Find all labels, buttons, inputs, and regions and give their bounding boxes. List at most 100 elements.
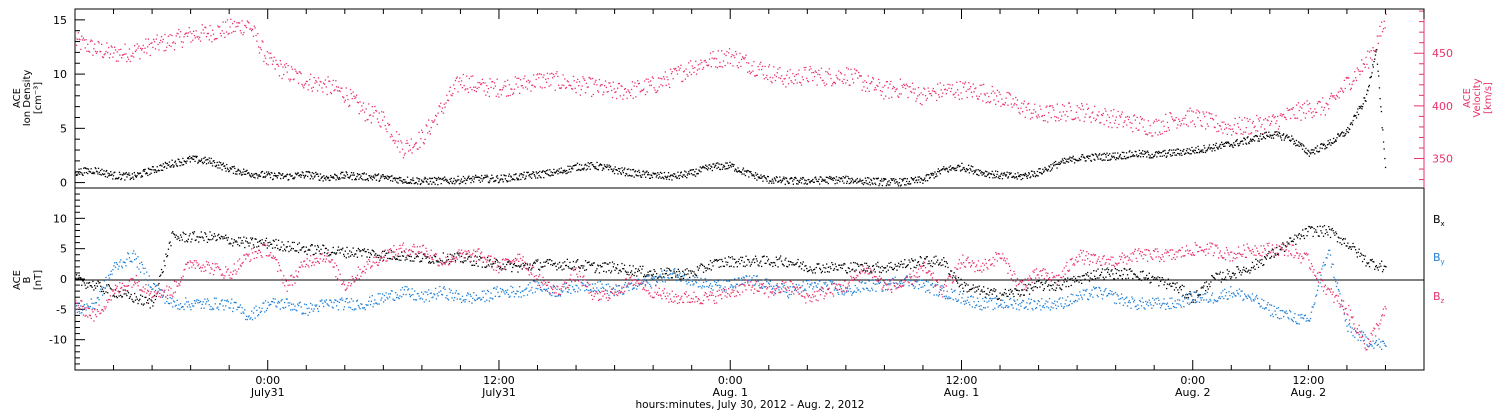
- velocity-point: [462, 73, 464, 76]
- density-point: [476, 176, 478, 178]
- density-point: [1337, 133, 1339, 135]
- velocity-point: [1213, 126, 1215, 128]
- bx-point: [978, 285, 980, 287]
- bx-point: [698, 267, 700, 269]
- bx-point: [574, 268, 576, 271]
- density-point: [381, 176, 383, 178]
- bx-point: [132, 300, 134, 303]
- velocity-point: [746, 62, 748, 64]
- density-point: [813, 181, 815, 183]
- bx-point: [887, 269, 889, 271]
- bx-point: [327, 249, 329, 251]
- bx-point: [767, 258, 770, 260]
- velocity-point: [799, 81, 801, 83]
- velocity-point: [1204, 115, 1206, 118]
- velocity-point: [575, 91, 577, 94]
- bx-point: [419, 261, 421, 263]
- density-point: [499, 179, 501, 181]
- density-point: [1258, 140, 1260, 142]
- bx-point: [992, 290, 994, 292]
- velocity-point: [745, 54, 747, 56]
- velocity-point: [1231, 134, 1233, 136]
- density-point: [100, 174, 102, 176]
- velocity-point: [1000, 105, 1002, 107]
- velocity-point: [387, 122, 389, 124]
- velocity-point: [207, 32, 209, 35]
- velocity-point: [991, 85, 993, 88]
- bx-point: [524, 264, 526, 266]
- velocity-point: [900, 93, 902, 95]
- density-point: [137, 172, 139, 174]
- density-point: [535, 177, 537, 179]
- density-point: [1129, 150, 1131, 152]
- density-point: [442, 177, 444, 179]
- velocity-point: [934, 91, 936, 93]
- velocity-point: [632, 97, 634, 99]
- density-point: [978, 174, 980, 177]
- bx-point: [705, 270, 707, 272]
- velocity-point: [956, 81, 958, 83]
- density-point: [897, 185, 900, 187]
- bx-point: [617, 272, 620, 274]
- bx-point: [806, 270, 809, 273]
- density-point: [126, 176, 128, 178]
- bx-point: [1083, 274, 1085, 277]
- density-point: [1020, 178, 1022, 181]
- density-point: [142, 170, 144, 172]
- density-point: [1160, 152, 1163, 154]
- bx-point: [519, 265, 522, 267]
- velocity-point: [103, 54, 105, 56]
- velocity-point: [1325, 102, 1327, 104]
- density-point: [431, 183, 433, 185]
- velocity-point: [480, 83, 483, 85]
- density-point: [95, 170, 98, 172]
- bx-point: [984, 296, 986, 298]
- density-point: [193, 158, 195, 160]
- density-point: [657, 177, 660, 179]
- velocity-point: [518, 77, 520, 79]
- density-point: [423, 181, 425, 183]
- density-point: [674, 176, 676, 178]
- density-point: [166, 162, 168, 165]
- velocity-point: [1229, 125, 1231, 127]
- velocity-point: [1108, 116, 1110, 118]
- density-point: [906, 180, 908, 183]
- bx-point: [947, 266, 949, 269]
- bx-point: [678, 270, 680, 272]
- bx-point: [843, 262, 845, 265]
- density-point: [1145, 151, 1147, 153]
- density-point: [114, 171, 116, 173]
- density-point: [801, 178, 803, 180]
- density-point: [106, 169, 108, 172]
- density-point: [557, 170, 560, 172]
- velocity-point: [306, 80, 308, 83]
- density-point: [1305, 147, 1307, 150]
- velocity-point: [976, 95, 978, 97]
- bx-point: [1034, 282, 1036, 284]
- velocity-point: [1166, 130, 1168, 132]
- bx-point: [1230, 277, 1232, 280]
- velocity-point: [594, 81, 596, 83]
- density-point: [1097, 158, 1099, 160]
- density-point: [892, 178, 894, 180]
- velocity-point: [865, 90, 867, 92]
- velocity-point: [921, 104, 923, 106]
- bx-point: [741, 259, 743, 262]
- velocity-point: [1329, 98, 1331, 100]
- density-point: [1227, 142, 1229, 144]
- bx-point: [647, 271, 649, 273]
- density-point: [815, 178, 817, 180]
- density-point: [1378, 75, 1380, 77]
- velocity-point: [1185, 114, 1187, 117]
- density-point: [439, 177, 442, 180]
- velocity-point: [361, 105, 363, 107]
- velocity-point: [942, 92, 944, 94]
- density-point: [1046, 169, 1048, 172]
- velocity-point: [1361, 70, 1364, 72]
- density-point: [589, 163, 591, 165]
- bx-point: [1085, 273, 1087, 275]
- bx-point: [1260, 262, 1262, 265]
- density-point: [823, 180, 825, 182]
- density-point: [196, 155, 198, 158]
- density-point: [489, 177, 492, 180]
